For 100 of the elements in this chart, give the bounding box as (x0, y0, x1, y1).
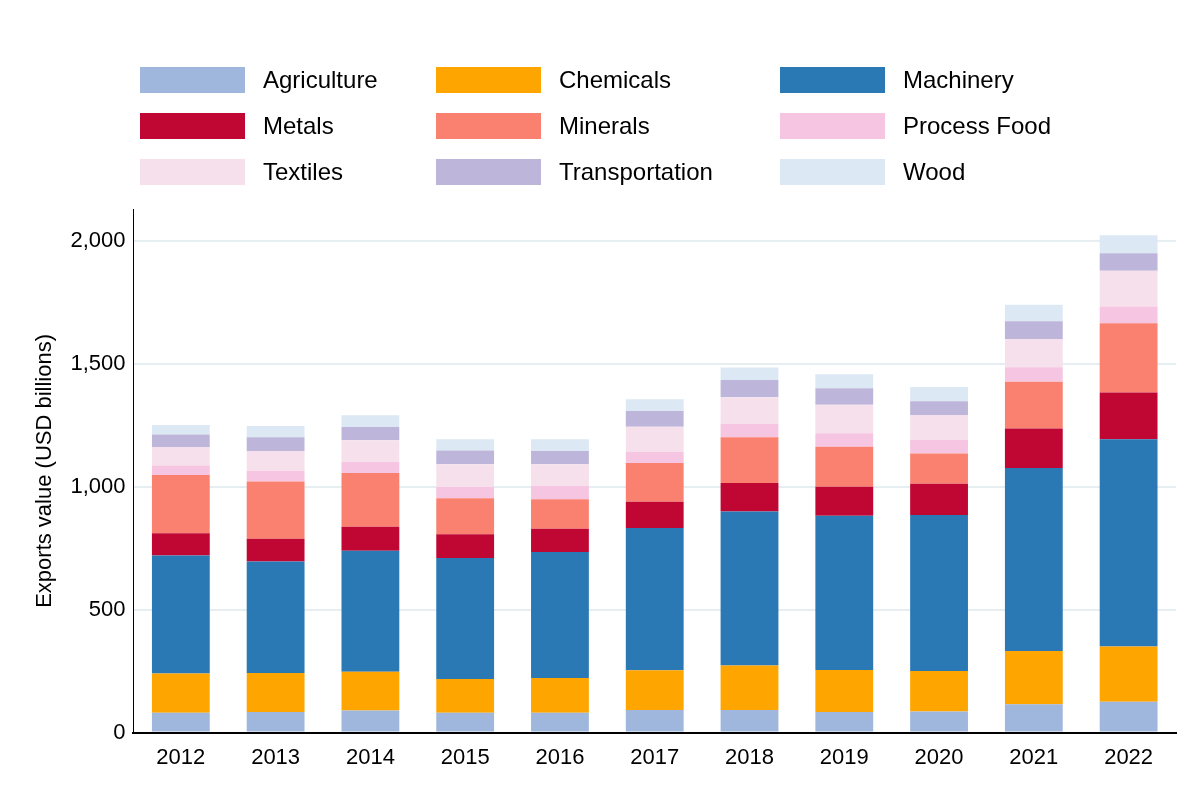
bar (531, 712, 589, 732)
bar (151, 555, 210, 674)
bar (531, 451, 589, 465)
bar (625, 426, 684, 452)
bar (341, 550, 400, 672)
x-tick-label: 2021 (1009, 743, 1059, 769)
x-tick-label: 2019 (819, 743, 869, 769)
x-tick-label: 2017 (630, 743, 680, 769)
bar (1099, 439, 1158, 647)
legend-label: Minerals (559, 111, 650, 140)
bar (1099, 323, 1158, 393)
bar (151, 465, 210, 476)
bar (341, 440, 400, 462)
bar (341, 415, 400, 427)
bar (1099, 701, 1158, 732)
bar (151, 424, 210, 435)
bar (436, 679, 495, 713)
bar (1099, 253, 1158, 271)
bar (341, 526, 400, 551)
bar (625, 501, 684, 528)
bar (625, 463, 684, 502)
bar (1004, 704, 1063, 732)
bar (246, 672, 305, 712)
bar (625, 410, 684, 427)
bar (815, 433, 874, 447)
bar (341, 426, 400, 441)
bar (720, 397, 779, 424)
bar (531, 439, 589, 451)
bar (246, 538, 305, 562)
bar (341, 671, 400, 711)
bar (1004, 321, 1063, 339)
bar (436, 534, 495, 558)
bar (531, 528, 589, 552)
bar (246, 451, 305, 471)
legend-label: Transportation (559, 157, 713, 186)
bar (625, 670, 684, 710)
bar (720, 511, 779, 666)
x-tick-label: 2020 (914, 743, 964, 769)
bar (151, 533, 210, 556)
y-tick-label: 1,500 (70, 350, 126, 376)
bar (625, 527, 684, 671)
bar (910, 670, 968, 712)
bar (625, 709, 684, 732)
y-tick-label: 500 (88, 595, 126, 621)
bar (1099, 306, 1158, 324)
bar (531, 678, 589, 713)
bar (720, 437, 779, 483)
bar (436, 712, 495, 732)
bar (1004, 338, 1063, 368)
x-tick-label: 2018 (725, 743, 774, 769)
bar (720, 665, 779, 710)
x-tick-label: 2014 (345, 743, 395, 769)
bar (246, 561, 305, 673)
legend-label: Machinery (903, 65, 1014, 94)
bar (815, 404, 874, 434)
bar (246, 481, 305, 539)
bar (1004, 381, 1063, 429)
bar (436, 450, 495, 465)
bar (815, 486, 874, 516)
x-tick-label: 2012 (156, 743, 206, 769)
bar (815, 446, 874, 487)
legend-label: Chemicals (559, 65, 672, 94)
bar (1099, 646, 1158, 702)
bar (151, 712, 210, 732)
bar (1099, 392, 1158, 440)
bar (531, 551, 589, 679)
legend-label: Wood (903, 157, 966, 186)
bar (1004, 304, 1063, 322)
bar (531, 499, 589, 529)
bar (1004, 367, 1063, 382)
bar (531, 485, 589, 500)
bar (341, 710, 400, 732)
bar (815, 711, 874, 732)
bar (720, 379, 779, 398)
bar (246, 437, 305, 451)
bar (910, 439, 968, 454)
bar (151, 447, 210, 466)
bar (436, 498, 495, 535)
bar (1004, 651, 1063, 705)
bar (341, 473, 400, 527)
bar (436, 557, 495, 680)
x-tick-label: 2022 (1104, 743, 1154, 769)
bar (625, 399, 684, 411)
bar (151, 673, 210, 713)
bar (815, 669, 874, 712)
bar (246, 470, 305, 482)
bar (910, 387, 968, 402)
x-tick-label: 2013 (251, 743, 301, 769)
bar (1004, 467, 1063, 652)
bar (720, 423, 779, 438)
bar (815, 388, 874, 405)
legend-label: Textiles (263, 157, 344, 186)
bar (720, 367, 779, 380)
legend-label: Metals (263, 111, 334, 140)
bar (341, 461, 400, 474)
legend-label: Process Food (903, 111, 1052, 140)
y-tick-label: 1,000 (70, 472, 126, 498)
bar (720, 709, 779, 732)
bar (910, 711, 968, 732)
legend-label: Agriculture (263, 65, 378, 94)
